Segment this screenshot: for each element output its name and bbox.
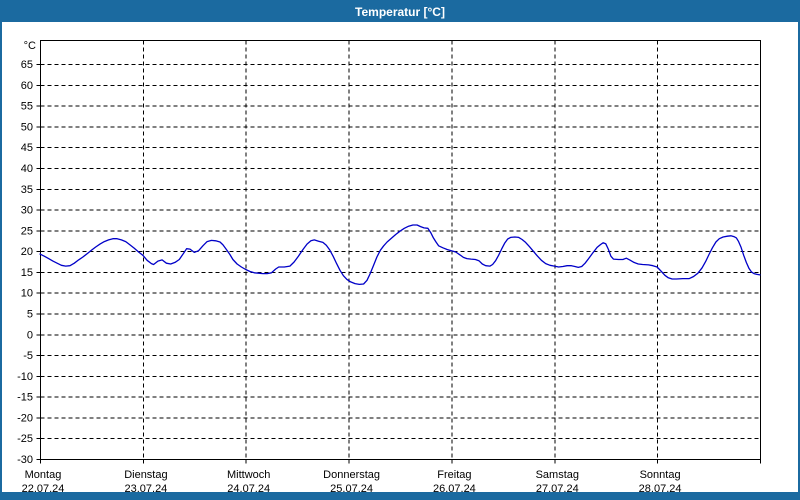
y-tick-label: 50 — [21, 122, 33, 134]
y-tick-label: 30 — [21, 205, 33, 217]
x-day-label: Sonntag — [640, 469, 681, 481]
y-axis-unit-label: °C — [24, 40, 36, 52]
plot-border — [40, 40, 761, 460]
temperature-line — [39, 224, 761, 286]
x-date-label: 23.07.24 — [124, 483, 167, 492]
y-tick-label: 35 — [21, 184, 33, 196]
y-tick-label: 65 — [21, 59, 33, 71]
x-date-label: 28.07.24 — [639, 483, 682, 492]
y-axis-ticks — [36, 64, 41, 460]
grid-horizontal — [40, 64, 761, 440]
y-tick-label: 5 — [27, 309, 33, 321]
x-day-label: Dienstag — [124, 469, 167, 481]
y-tick-label: 60 — [21, 80, 33, 92]
x-date-label: 26.07.24 — [433, 483, 476, 492]
window-bottom-strip — [2, 492, 798, 498]
x-axis-labels: Montag 22.07.24 Dienstag 23.07.24 Mittwoch 24… — [22, 469, 682, 492]
y-tick-label: -25 — [17, 433, 33, 445]
x-date-label: 25.07.24 — [330, 483, 373, 492]
x-axis-ticks — [40, 459, 761, 464]
y-axis-labels: -30 -25 -20 -15 -10 -5 0 5 10 15 20 25 30 35 40 45 50 55 6… — [17, 59, 33, 466]
window-title: Temperatur [°C] — [355, 5, 445, 19]
x-day-label: Donnerstag — [323, 469, 380, 481]
window-titlebar: Temperatur [°C] — [2, 2, 798, 22]
x-day-label: Mittwoch — [227, 469, 270, 481]
plot-grid-layer — [36, 40, 761, 464]
y-tick-label: 20 — [21, 246, 33, 258]
chart-area: -30 -25 -20 -15 -10 -5 0 5 10 15 20 25 30 35 40 45 50 55 6… — [2, 22, 798, 492]
x-date-label: 27.07.24 — [536, 483, 579, 492]
y-tick-label: 0 — [27, 329, 33, 341]
y-tick-label: -15 — [17, 392, 33, 404]
y-tick-label: -20 — [17, 412, 33, 424]
y-tick-label: 25 — [21, 225, 33, 237]
x-day-label: Montag — [25, 469, 62, 481]
temperature-chart: -30 -25 -20 -15 -10 -5 0 5 10 15 20 25 30 35 40 45 50 55 6… — [17, 40, 761, 492]
y-tick-label: 10 — [21, 288, 33, 300]
y-tick-label: -5 — [23, 350, 33, 362]
x-day-label: Samstag — [536, 469, 579, 481]
x-date-label: 24.07.24 — [227, 483, 270, 492]
y-tick-label: -10 — [17, 371, 33, 383]
y-tick-label: 45 — [21, 142, 33, 154]
y-tick-label: -30 — [17, 454, 33, 466]
x-day-label: Freitag — [437, 469, 471, 481]
y-tick-label: 15 — [21, 267, 33, 279]
y-tick-label: 55 — [21, 101, 33, 113]
x-date-label: 22.07.24 — [22, 483, 65, 492]
y-tick-label: 40 — [21, 163, 33, 175]
